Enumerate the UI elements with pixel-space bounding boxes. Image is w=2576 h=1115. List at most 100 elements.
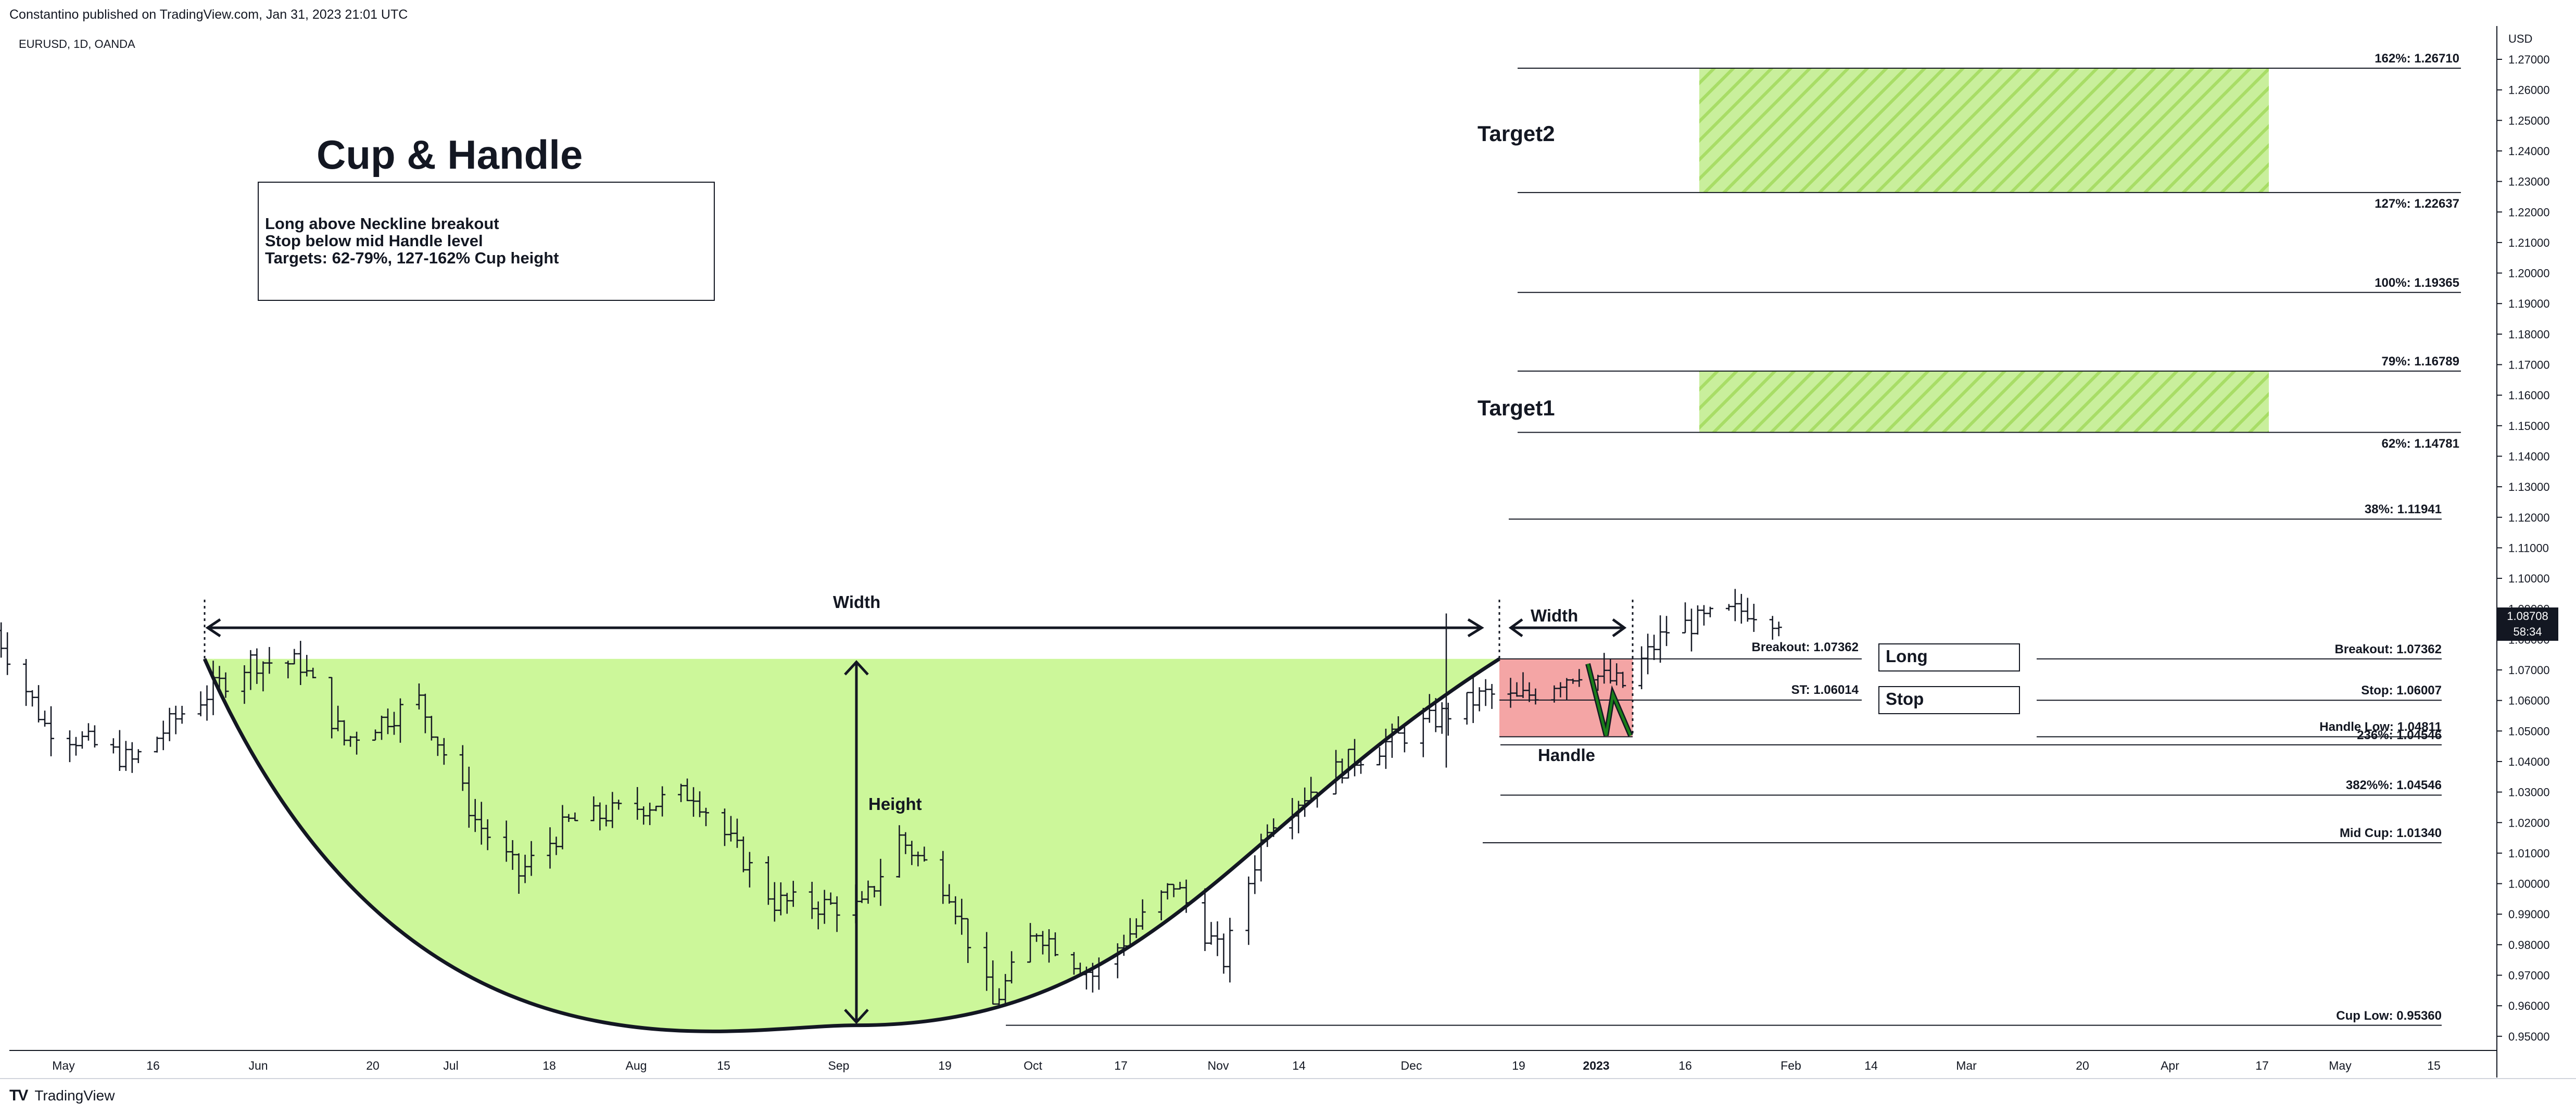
y-tick-label: 0.97000 (2508, 969, 2550, 982)
level-label: Cup Low: 0.95360 (2336, 1008, 2442, 1023)
arrow-head-right-icon (1612, 618, 1627, 638)
target1-zone (1699, 371, 2269, 433)
y-tick-label: 1.23000 (2508, 175, 2550, 188)
level-label: 382%%: 1.04546 (2345, 778, 2442, 793)
current-price-value: 1.08708 (2507, 610, 2548, 623)
current-price-tag: 1.08708 58:34 (2497, 607, 2558, 641)
y-tick-label: 1.22000 (2508, 206, 2550, 219)
level-label: Stop: 1.06007 (2361, 683, 2442, 698)
level-label: 38%: 1.11941 (2364, 502, 2442, 517)
axes-layer: 1.27000 1.26000 1.25000 1.24000 1.23000 1.220… (0, 26, 2576, 1079)
target2-zone (1699, 68, 2269, 193)
x-tick-label: 17 (1114, 1059, 1128, 1072)
y-tick-label: 1.16000 (2508, 389, 2550, 402)
y-tick-label: 1.02000 (2508, 816, 2550, 829)
x-tick-label: Mar (1956, 1059, 1977, 1072)
y-tick-label: 1.13000 (2508, 480, 2550, 493)
x-tick-label: 15 (717, 1059, 730, 1072)
handle-width-label: Width (1531, 606, 1579, 625)
y-tick-label: 1.14000 (2508, 450, 2550, 463)
drawings-layer (203, 600, 1634, 1033)
x-tick-label: 20 (2076, 1059, 2089, 1072)
arrow-head-left-icon (205, 618, 221, 638)
level-label: Mid Cup: 1.01340 (2339, 826, 2442, 840)
y-tick-label: 1.05000 (2508, 725, 2550, 738)
x-tick-label: 16 (1678, 1059, 1692, 1072)
x-tick-label: 2023 (1583, 1059, 1609, 1072)
arrow-head-down-icon (844, 1009, 869, 1024)
y-tick-label: 1.26000 (2508, 84, 2550, 97)
y-tick-label: 1.12000 (2508, 511, 2550, 524)
publisher-line: Constantino published on TradingView.com… (9, 7, 408, 22)
handle-path (1586, 663, 1632, 737)
tradingview-logo-icon: TV (9, 1087, 28, 1104)
x-tick-label: Dec (1401, 1059, 1422, 1072)
y-tick-label: 1.10000 (2508, 572, 2550, 585)
arrow-head-right-icon (1467, 618, 1484, 638)
y-tick-label: 1.01000 (2508, 847, 2550, 860)
y-tick-label: 1.07000 (2508, 664, 2550, 677)
long-box[interactable]: Long (1878, 643, 2020, 671)
level-label: 79%: 1.16789 (2381, 354, 2459, 369)
y-tick-label: 1.04000 (2508, 755, 2550, 768)
y-tick-label: 1.11000 (2508, 541, 2549, 554)
x-tick-label: 19 (938, 1059, 952, 1072)
y-tick-label: 0.95000 (2508, 1030, 2550, 1043)
x-tick-label: 17 (2255, 1059, 2269, 1072)
x-tick-label: 20 (366, 1059, 380, 1072)
y-tick-label: 1.21000 (2508, 236, 2550, 249)
price-axis-bg (2497, 26, 2576, 1078)
y-tick-label: 1.27000 (2508, 53, 2550, 66)
cup-width-label: Width (833, 592, 881, 612)
tradingview-brand[interactable]: TV TradingView (9, 1087, 115, 1105)
x-tick-label: 19 (1512, 1059, 1525, 1072)
level-label: 100%: 1.19365 (2375, 275, 2459, 290)
mid-st-label: ST: 1.06014 (1791, 683, 1859, 697)
brand-name: TradingView (34, 1087, 115, 1104)
stop-box[interactable]: Stop (1878, 686, 2020, 714)
cup-curve (203, 657, 1500, 1033)
x-tick-label: 16 (146, 1059, 160, 1072)
y-tick-label: 1.25000 (2508, 114, 2550, 127)
level-label: 62%: 1.14781 (2381, 436, 2459, 451)
price-bars (0, 589, 1782, 1006)
chart-title: Cup & Handle (317, 132, 583, 178)
fills-layer (205, 68, 2269, 1032)
note-line: Stop below mid Handle level (265, 232, 483, 250)
level-label: 127%: 1.22637 (2375, 196, 2459, 211)
y-tick-label: 0.98000 (2508, 939, 2550, 952)
x-tick-label: May (2329, 1059, 2352, 1072)
level-label: Handle Low: 1.04811 (2319, 720, 2442, 734)
notes-box: Long above Neckline breakout Stop below … (258, 182, 715, 301)
x-tick-label: Sep (828, 1059, 850, 1072)
y-tick-label: 0.99000 (2508, 908, 2550, 921)
y-axis-unit: USD (2508, 32, 2533, 45)
y-tick-label: 1.03000 (2508, 786, 2550, 799)
x-tick-label: May (52, 1059, 75, 1072)
y-tick-label: 1.06000 (2508, 694, 2550, 707)
target1-label: Target1 (1478, 396, 1555, 420)
x-tick-label: Aug (626, 1059, 647, 1072)
arrow-head-up-icon (844, 660, 869, 676)
x-tick-label: 15 (2427, 1059, 2441, 1072)
y-tick-label: 1.15000 (2508, 420, 2550, 433)
x-tick-label: Jun (248, 1059, 268, 1072)
ticker-symbol[interactable]: EURUSD, 1D, OANDA (19, 37, 135, 50)
note-line: Targets: 62-79%, 127-162% Cup height (265, 249, 559, 267)
handle-label: Handle (1538, 745, 1596, 765)
y-tick-label: 1.19000 (2508, 297, 2550, 310)
target2-label: Target2 (1478, 121, 1555, 146)
y-tick-label: 1.00000 (2508, 878, 2550, 891)
level-label: 236%: 1.04546 (2357, 728, 2442, 742)
x-tick-label: Jul (443, 1059, 458, 1072)
cup-fill-area (205, 658, 1499, 1032)
x-tick-label: Nov (1208, 1059, 1229, 1072)
level-label: 162%: 1.26710 (2375, 52, 2459, 66)
cup-height-label: Height (868, 794, 922, 814)
arrow-head-left-icon (1508, 618, 1523, 638)
y-tick-label: 1.20000 (2508, 267, 2550, 280)
countdown-timer: 58:34 (2513, 625, 2542, 638)
x-tick-label: 18 (542, 1059, 556, 1072)
y-tick-label: 1.18000 (2508, 328, 2550, 341)
